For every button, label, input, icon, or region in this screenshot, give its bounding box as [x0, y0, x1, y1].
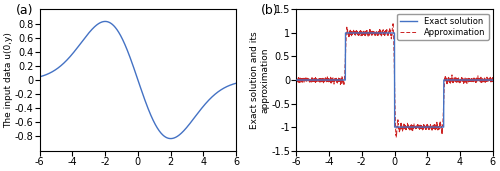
Approximation: [390, 22, 396, 24]
Text: (b): (b): [261, 4, 278, 17]
Approximation: [294, 77, 300, 79]
Y-axis label: Exact solution and its
approximation: Exact solution and its approximation: [250, 31, 270, 129]
Approximation: [484, 78, 490, 81]
Exact solution: [392, 126, 398, 128]
Approximation: [304, 78, 310, 81]
Exact solution: [384, 32, 390, 34]
Approximation: [389, 34, 395, 36]
Line: Exact solution: Exact solution: [296, 33, 493, 127]
Y-axis label: The input data u(0,y): The input data u(0,y): [4, 32, 13, 128]
Line: Approximation: Approximation: [296, 23, 493, 138]
Approximation: [448, 78, 454, 81]
Approximation: [490, 79, 496, 81]
Approximation: [393, 137, 399, 139]
Text: (a): (a): [16, 4, 34, 17]
Exact solution: [448, 79, 454, 81]
Exact solution: [490, 79, 496, 81]
Exact solution: [389, 32, 395, 34]
Exact solution: [294, 79, 300, 81]
Exact solution: [484, 79, 490, 81]
Approximation: [384, 30, 390, 32]
Exact solution: [484, 79, 490, 81]
Exact solution: [342, 32, 348, 34]
Exact solution: [304, 79, 310, 81]
Legend: Exact solution, Approximation: Exact solution, Approximation: [397, 14, 488, 40]
Approximation: [484, 80, 490, 82]
